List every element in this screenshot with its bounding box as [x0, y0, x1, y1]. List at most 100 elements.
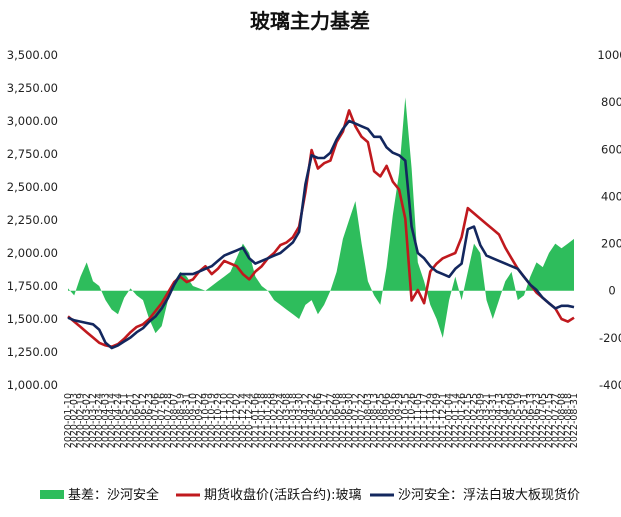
legend-label-basis: 基差：沙河安全 — [68, 487, 159, 503]
x-tick-label: 2021-08-25 — [375, 393, 386, 448]
left-axis-ticks: 1,000.00 1,250.00 1,500.00 1,750.00 2,000.00… — [7, 48, 58, 392]
x-tick-label: 2022-03-09 — [475, 393, 486, 448]
x-tick-label: 2021-12-09 — [432, 393, 443, 448]
x-tick-label: 2021-03-08 — [282, 393, 293, 448]
left-tick-label: 2,000.00 — [7, 246, 58, 260]
x-tick-label: 2022-02-25 — [469, 393, 480, 448]
x-tick-label: 2022-07-27 — [550, 393, 561, 448]
x-tick-label: 2021-07-12 — [350, 393, 361, 448]
x-tick-label: 2022-04-25 — [500, 393, 511, 448]
chart-title: 玻璃主力基差 — [250, 9, 370, 33]
legend-label-futures: 期货收盘价(活跃合约):玻璃 — [204, 487, 362, 503]
x-tick-label: 2022-03-21 — [482, 393, 493, 448]
x-tick-label: 2020-03-02 — [82, 393, 93, 448]
x-tick-label: 2022-01-26 — [457, 393, 468, 448]
left-tick-label: 2,500.00 — [7, 180, 58, 194]
x-tick-label: 2020-03-12 — [88, 393, 99, 448]
x-tick-label: 2022-01-14 — [450, 393, 461, 448]
x-tick-label: 2022-07-05 — [538, 393, 549, 448]
x-tick-label: 2022-02-15 — [463, 393, 474, 448]
x-tick-label: 2021-05-17 — [319, 393, 330, 448]
x-tick-label: 2020-04-03 — [101, 393, 112, 448]
x-tick-label: 2021-09-06 — [382, 393, 393, 448]
x-tick-label: 2020-12-02 — [232, 393, 243, 448]
x-tick-label: 2021-01-18 — [257, 393, 268, 448]
x-tick-label: 2022-08-18 — [563, 393, 574, 448]
x-tick-label: 2020-12-14 — [238, 393, 249, 448]
x-tick-label: 2020-12-24 — [244, 393, 255, 448]
x-tick-label: 2022-05-19 — [513, 393, 524, 448]
right-tick-label: 800 — [601, 95, 621, 109]
right-tick-label: -200 — [599, 331, 621, 345]
x-tick-label: 2022-06-13 — [525, 393, 536, 448]
x-tick-label: 2022-07-15 — [544, 393, 555, 448]
x-tick-label: 2021-06-08 — [332, 393, 343, 448]
x-tick-label: 2020-08-31 — [182, 393, 193, 448]
x-tick-label: 2021-10-26 — [407, 393, 418, 448]
x-tick-label: 2020-06-12 — [138, 393, 149, 448]
x-tick-label: 2022-08-31 — [569, 393, 580, 448]
x-tick-label: 2021-03-18 — [288, 393, 299, 448]
x-tick-label: 2021-01-28 — [263, 393, 274, 448]
right-tick-label: -400 — [599, 378, 621, 392]
x-tick-label: 2021-08-03 — [363, 393, 374, 448]
x-tick-label: 2022-01-04 — [444, 393, 455, 448]
left-tick-label: 2,750.00 — [7, 147, 58, 161]
left-tick-label: 1,750.00 — [7, 279, 58, 293]
x-tick-label: 2021-11-17 — [419, 393, 430, 448]
x-tick-label: 2022-08-08 — [557, 393, 568, 448]
x-tick-label: 2020-10-29 — [213, 393, 224, 448]
x-tick-label: 2020-04-14 — [107, 393, 118, 448]
x-tick-label: 2021-11-05 — [413, 393, 424, 448]
x-tick-label: 2021-11-29 — [425, 393, 436, 448]
x-tick-label: 2020-10-09 — [200, 393, 211, 448]
legend-swatch-basis — [40, 490, 64, 499]
x-tick-label: 2020-08-19 — [175, 393, 186, 448]
right-tick-label: 200 — [601, 237, 621, 251]
series-line-futures — [67, 109, 575, 348]
x-tick-label: 2021-05-06 — [313, 393, 324, 448]
x-tick-label: 2020-10-19 — [207, 393, 218, 448]
x-tick-label: 2020-07-28 — [163, 393, 174, 448]
x-tick-label: 2021-05-27 — [325, 393, 336, 448]
x-axis-ticks: 2020-01-102020-02-032020-02-192020-03-02… — [63, 393, 580, 448]
right-axis-ticks: -400 -200 0 200 400 600 800 1000 — [597, 48, 621, 392]
left-tick-label: 1,000.00 — [7, 378, 58, 392]
x-tick-label: 2021-09-16 — [388, 393, 399, 448]
x-tick-label: 2020-07-06 — [151, 393, 162, 448]
x-tick-label: 2020-09-10 — [188, 393, 199, 448]
x-tick-label: 2021-02-09 — [269, 393, 280, 448]
right-tick-label: 1000 — [597, 48, 621, 62]
x-tick-label: 2020-03-24 — [94, 393, 105, 448]
left-tick-label: 3,250.00 — [7, 81, 58, 95]
x-tick-label: 2020-08-07 — [169, 393, 180, 448]
x-tick-label: 2021-06-30 — [344, 393, 355, 448]
x-tick-label: 2020-02-03 — [69, 393, 80, 448]
x-tick-label: 2020-06-02 — [132, 393, 143, 448]
x-tick-label: 2021-02-24 — [275, 393, 286, 448]
x-tick-label: 2021-09-29 — [394, 393, 405, 448]
x-tick-label: 2021-08-13 — [369, 393, 380, 448]
legend: 基差：沙河安全 期货收盘价(活跃合约):玻璃 沙河安全：浮法白玻大板现货价 — [40, 487, 580, 503]
x-tick-label: 2020-06-23 — [144, 393, 155, 448]
x-tick-label: 2021-04-22 — [307, 393, 318, 448]
left-tick-label: 1,500.00 — [7, 312, 58, 326]
x-tick-label: 2021-01-06 — [250, 393, 261, 448]
x-tick-label: 2021-04-12 — [300, 393, 311, 448]
x-tick-label: 2021-07-22 — [357, 393, 368, 448]
x-tick-label: 2021-06-18 — [338, 393, 349, 448]
left-tick-label: 1,250.00 — [7, 345, 58, 359]
series-line-spot — [67, 119, 575, 350]
x-tick-label: 2021-10-15 — [400, 393, 411, 448]
left-tick-label: 3,000.00 — [7, 114, 58, 128]
x-tick-label: 2020-05-21 — [126, 393, 137, 448]
x-tick-label: 2020-04-24 — [113, 393, 124, 448]
x-tick-label: 2020-05-11 — [119, 393, 130, 448]
legend-label-spot: 沙河安全：浮法白玻大板现货价 — [398, 487, 580, 503]
x-tick-label: 2020-11-10 — [219, 393, 230, 448]
x-tick-label: 2020-07-16 — [157, 393, 168, 448]
x-tick-label: 2020-01-10 — [63, 393, 74, 448]
x-tick-label: 2020-09-22 — [194, 393, 205, 448]
x-tick-label: 2022-05-09 — [507, 393, 518, 448]
